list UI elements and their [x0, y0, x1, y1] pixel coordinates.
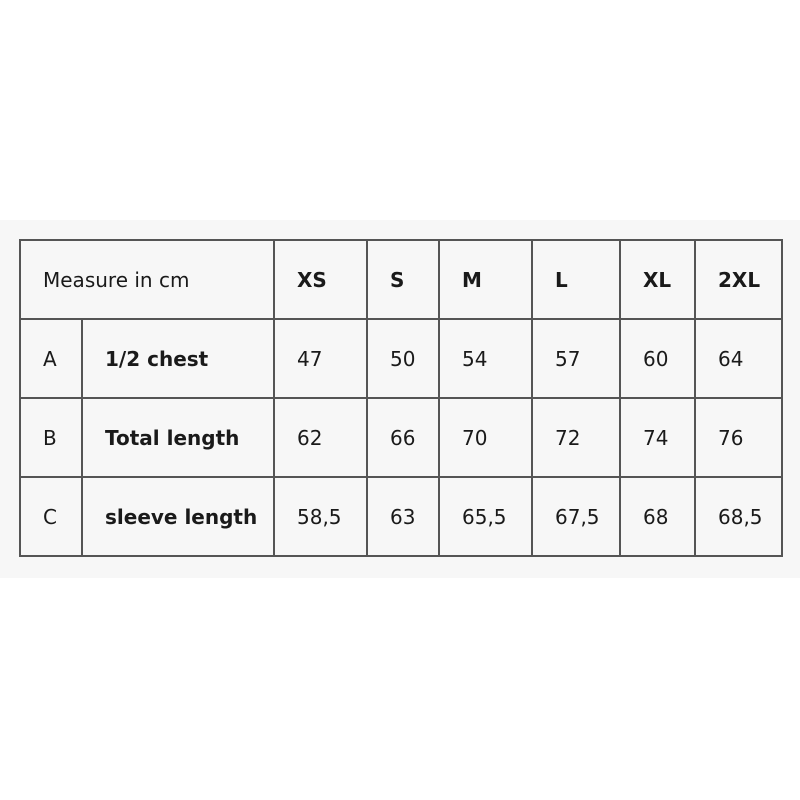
- cell-value: 64: [694, 318, 783, 399]
- cell-value: 65,5: [438, 476, 533, 557]
- size-header-m: M: [438, 239, 533, 320]
- table-row: C sleeve length 58,5 63 65,5 67,5 68 68,…: [19, 476, 783, 557]
- cell-value: 54: [438, 318, 533, 399]
- cell-value: 66: [366, 397, 440, 478]
- cell-value: 67,5: [531, 476, 621, 557]
- size-header-xl: XL: [619, 239, 696, 320]
- row-code: A: [19, 318, 83, 399]
- cell-value: 57: [531, 318, 621, 399]
- measure-unit-label: Measure in cm: [19, 239, 275, 320]
- cell-value: 68,5: [694, 476, 783, 557]
- size-header-s: S: [366, 239, 440, 320]
- cell-value: 68: [619, 476, 696, 557]
- cell-value: 63: [366, 476, 440, 557]
- cell-value: 70: [438, 397, 533, 478]
- header-row: Measure in cm XS S M L XL 2XL: [19, 239, 783, 320]
- cell-value: 60: [619, 318, 696, 399]
- row-code: B: [19, 397, 83, 478]
- row-measure-name: sleeve length: [81, 476, 275, 557]
- table-row: A 1/2 chest 47 50 54 57 60 64: [19, 318, 783, 399]
- cell-value: 50: [366, 318, 440, 399]
- row-measure-name: Total length: [81, 397, 275, 478]
- size-chart-table: Measure in cm XS S M L XL 2XL A 1/2 ches…: [19, 239, 783, 557]
- row-code: C: [19, 476, 83, 557]
- size-header-xs: XS: [273, 239, 368, 320]
- table-row: B Total length 62 66 70 72 74 76: [19, 397, 783, 478]
- size-header-2xl: 2XL: [694, 239, 783, 320]
- cell-value: 47: [273, 318, 368, 399]
- cell-value: 72: [531, 397, 621, 478]
- row-measure-name: 1/2 chest: [81, 318, 275, 399]
- cell-value: 58,5: [273, 476, 368, 557]
- cell-value: 74: [619, 397, 696, 478]
- cell-value: 62: [273, 397, 368, 478]
- cell-value: 76: [694, 397, 783, 478]
- size-header-l: L: [531, 239, 621, 320]
